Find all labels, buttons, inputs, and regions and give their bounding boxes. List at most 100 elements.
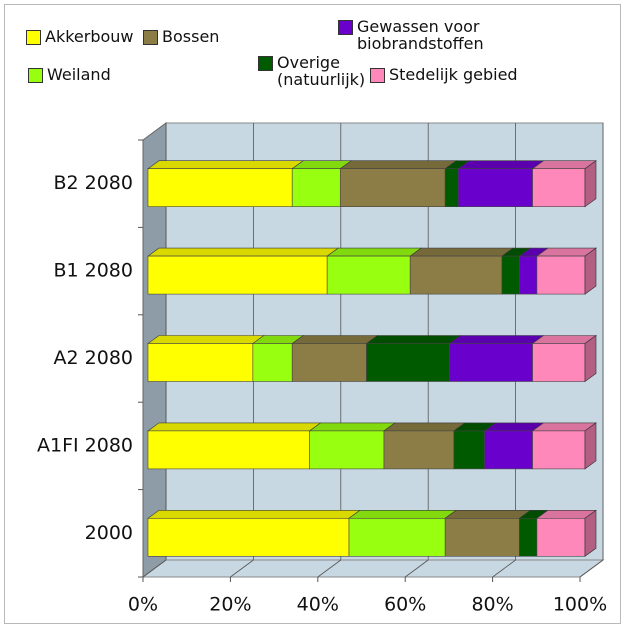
- legend-label: Weiland: [47, 65, 111, 84]
- grid-line: [142, 559, 167, 578]
- bar-segment: [365, 335, 462, 382]
- legend-swatch: [26, 30, 41, 45]
- bar-top: [348, 509, 458, 519]
- bar-front: [453, 430, 485, 470]
- bar-segment: [409, 247, 514, 295]
- bar-top: [444, 509, 532, 519]
- legend-entry: Gewassen voor biobrandstoffen: [338, 18, 497, 52]
- bar-front: [147, 168, 293, 207]
- floor: [141, 559, 605, 578]
- bar-top: [365, 335, 462, 344]
- bar-front: [147, 255, 328, 295]
- bar-front: [348, 517, 446, 557]
- bar-segment: [531, 334, 597, 383]
- bar-segment: [448, 335, 545, 382]
- grid-line: [579, 559, 604, 578]
- bar-top: [326, 247, 423, 257]
- bar-top: [383, 422, 466, 432]
- x-tick-label: 80%: [471, 594, 513, 616]
- bar-front: [366, 343, 450, 382]
- bar-front: [383, 430, 455, 470]
- legend-entry: Weiland: [28, 66, 111, 83]
- bar-segment: [531, 422, 597, 470]
- legend-swatch: [370, 68, 385, 83]
- bar-front: [536, 517, 586, 557]
- bar-segment: [383, 422, 466, 470]
- bar-end: [584, 509, 597, 557]
- bar-front: [147, 517, 350, 557]
- bar-front: [147, 430, 310, 470]
- bar-front: [409, 255, 503, 295]
- bar-front: [484, 430, 533, 470]
- bar-front: [532, 343, 586, 382]
- y-tick-label: B2 2080: [53, 172, 133, 194]
- bar-top: [147, 247, 340, 257]
- bar-segment: [457, 160, 545, 207]
- bar-front: [457, 168, 533, 207]
- bar-top: [409, 247, 514, 257]
- grid-line: [317, 559, 342, 578]
- grid-line: [492, 559, 516, 578]
- legend-swatch: [258, 56, 273, 71]
- bar-segment: [536, 247, 597, 295]
- legend-entry: Bossen: [143, 28, 219, 45]
- bar-top: [147, 422, 322, 432]
- bar-end: [584, 160, 597, 208]
- bar-segment: [518, 509, 549, 557]
- bar-segment: [147, 247, 340, 295]
- bar-top: [147, 509, 361, 519]
- bar-front: [444, 168, 459, 207]
- bar-front: [536, 255, 586, 295]
- grid-line: [230, 559, 254, 578]
- bar-end: [584, 334, 597, 383]
- bar-segment: [147, 160, 305, 207]
- legend-label: Overige (natuurlijk): [277, 53, 366, 89]
- bar-top: [291, 335, 379, 344]
- bar-segment: [308, 422, 396, 470]
- legend-entry: Akkerbouw: [26, 28, 134, 45]
- bar-segment: [444, 160, 471, 207]
- bar-top: [308, 422, 396, 432]
- bar-segment: [339, 160, 458, 207]
- bar-front: [449, 343, 533, 382]
- bar-segment: [536, 509, 597, 557]
- x-tick-label: 40%: [297, 594, 339, 616]
- bar-segment: [348, 509, 458, 557]
- legend-entry: Stedelijk gebied: [370, 66, 518, 83]
- bar-front: [339, 168, 446, 207]
- legend-label: Bossen: [162, 27, 220, 46]
- grid-line: [404, 559, 429, 578]
- bar-segment: [291, 160, 353, 207]
- bar-end: [584, 422, 597, 470]
- bar-front: [291, 343, 367, 382]
- bar-segment: [531, 160, 597, 208]
- bar-front: [501, 255, 520, 295]
- bar-segment: [147, 422, 322, 470]
- bar-front: [326, 255, 411, 295]
- y-tick-label: 2000: [85, 522, 133, 544]
- y-tick-label: A2 2080: [54, 347, 133, 369]
- bar-segment: [147, 509, 361, 557]
- bar-segment: [326, 247, 423, 295]
- bar-top: [147, 335, 265, 344]
- bar-end: [584, 247, 597, 295]
- bar-front: [532, 430, 586, 470]
- bar-segment: [444, 509, 532, 557]
- legend-swatch: [143, 30, 158, 45]
- legend-swatch: [28, 68, 43, 83]
- bar-top: [457, 160, 545, 169]
- legend-label: Akkerbouw: [45, 27, 134, 46]
- bar-front: [519, 517, 538, 557]
- y-tick-label: A1FI 2080: [37, 434, 133, 456]
- bar-top: [339, 160, 458, 169]
- x-tick-label: 20%: [209, 594, 251, 616]
- bar-segment: [518, 247, 549, 295]
- bar-front: [519, 255, 538, 295]
- legend-entry: Overige (natuurlijk): [258, 54, 377, 88]
- bar-front: [532, 168, 586, 207]
- legend-label: Stedelijk gebied: [389, 65, 518, 84]
- bar-front: [252, 343, 293, 382]
- bar-top: [448, 335, 545, 344]
- x-tick-label: 100%: [553, 594, 607, 616]
- legend-swatch: [338, 20, 353, 35]
